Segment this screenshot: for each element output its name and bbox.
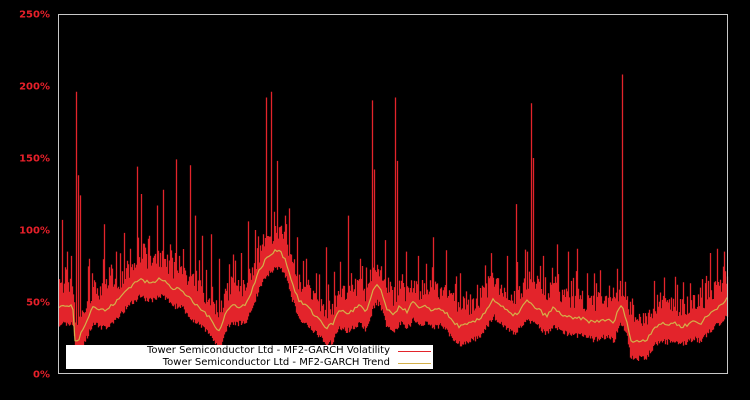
- volatility-series: [58, 74, 729, 361]
- chart-legend: Tower Semiconductor Ltd - MF2-GARCH Vola…: [66, 345, 433, 369]
- trend-series: [58, 248, 728, 343]
- legend-item-volatility: Tower Semiconductor Ltd - MF2-GARCH Vola…: [147, 345, 433, 357]
- legend-swatch-trend: [398, 362, 431, 364]
- y-tick-150: 150%: [19, 153, 50, 165]
- y-tick-200: 200%: [19, 81, 50, 93]
- y-tick-50: 50%: [26, 297, 50, 309]
- legend-label-volatility: Tower Semiconductor Ltd - MF2-GARCH Vola…: [146, 345, 390, 356]
- legend-item-trend: Tower Semiconductor Ltd - MF2-GARCH Tren…: [163, 357, 433, 369]
- y-tick-250: 250%: [19, 9, 50, 21]
- y-tick-0: 0%: [33, 369, 50, 381]
- legend-label-trend: Tower Semiconductor Ltd - MF2-GARCH Tren…: [162, 357, 390, 368]
- legend-swatch-volatility: [398, 350, 431, 352]
- plot-area-border: [58, 14, 728, 374]
- y-tick-100: 100%: [19, 225, 50, 237]
